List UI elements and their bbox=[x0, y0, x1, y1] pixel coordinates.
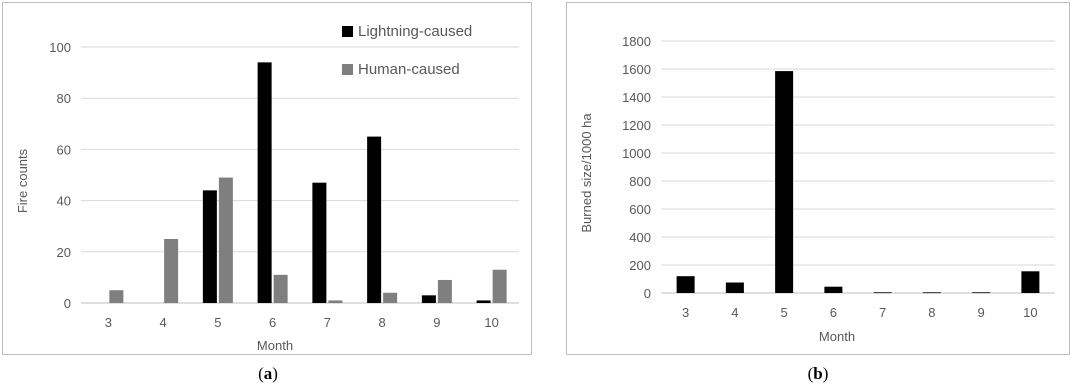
chart-a-x-axis-title: Month bbox=[257, 338, 293, 353]
chart-a-xtick-label: 7 bbox=[324, 315, 331, 330]
caption-a-letter: a bbox=[263, 364, 273, 383]
chart-b-bar-burned bbox=[775, 71, 794, 293]
chart-a-y-axis-title: Fire counts bbox=[15, 148, 30, 213]
chart-b-ytick-label: 1200 bbox=[622, 118, 651, 133]
caption-b: (b) bbox=[788, 364, 848, 384]
chart-a-bar-human bbox=[328, 300, 343, 303]
chart-b: 0 200 400 600 800 1000 1200 1400 1600 1800 3 4 5 6 7 8 9… bbox=[579, 34, 1055, 344]
chart-a-ytick-label: 80 bbox=[57, 91, 71, 106]
chart-a-ytick-label: 0 bbox=[64, 296, 71, 311]
chart-a-xtick-label: 3 bbox=[105, 315, 112, 330]
chart-a-bar-lightning bbox=[367, 136, 382, 303]
chart-b-x-axis-title: Month bbox=[819, 329, 855, 344]
chart-a-bar-lightning bbox=[257, 62, 272, 303]
chart-b-ytick-label: 400 bbox=[629, 230, 651, 245]
chart-b-panel: 0 200 400 600 800 1000 1200 1400 1600 1800 3 4 5 6 7 8 9… bbox=[566, 2, 1070, 355]
chart-a-bar-human bbox=[383, 292, 398, 303]
chart-a-bar-human bbox=[437, 279, 452, 303]
chart-a-legend-label-lightning: Lightning-caused bbox=[358, 23, 472, 40]
caption-a-close: ) bbox=[272, 364, 278, 383]
caption-a: (a) bbox=[238, 364, 298, 384]
chart-a-bar-lightning bbox=[421, 295, 436, 303]
chart-b-bar-burned bbox=[824, 286, 843, 293]
chart-b-bar-burned bbox=[972, 292, 991, 294]
caption-b-letter: b bbox=[813, 364, 823, 383]
chart-a-bar-lightning bbox=[476, 300, 491, 303]
chart-a-legend-label-human: Human-caused bbox=[358, 61, 460, 78]
chart-a: 0 20 40 60 80 100 3 4 5 6 7 8 9 10 Month Fire counts Lig… bbox=[15, 23, 519, 353]
chart-b-xtick-label: 9 bbox=[978, 305, 985, 320]
chart-b-bar-burned bbox=[922, 292, 941, 294]
chart-b-ytick-label: 600 bbox=[629, 202, 651, 217]
chart-a-xtick-label: 4 bbox=[160, 315, 167, 330]
caption-a-open: ( bbox=[258, 364, 264, 383]
chart-b-bar-burned bbox=[1021, 271, 1040, 293]
caption-b-close: ) bbox=[822, 364, 829, 383]
chart-a-xtick-label: 6 bbox=[269, 315, 276, 330]
chart-a-legend-swatch-lightning bbox=[342, 26, 353, 37]
chart-a-xtick-label: 5 bbox=[214, 315, 221, 330]
chart-a-xtick-label: 9 bbox=[433, 315, 440, 330]
chart-b-ytick-label: 200 bbox=[629, 258, 651, 273]
chart-b-bar-burned bbox=[676, 276, 695, 293]
chart-b-ytick-label: 800 bbox=[629, 174, 651, 189]
chart-a-bar-human bbox=[273, 274, 288, 303]
chart-b-bar-burned bbox=[725, 282, 744, 293]
chart-b-xtick-label: 7 bbox=[879, 305, 886, 320]
chart-b-xtick-label: 6 bbox=[830, 305, 837, 320]
chart-b-xtick-label: 3 bbox=[682, 305, 689, 320]
chart-a-ytick-label: 20 bbox=[57, 245, 71, 260]
chart-a-xtick-label: 8 bbox=[379, 315, 386, 330]
chart-b-xtick-label: 8 bbox=[928, 305, 935, 320]
chart-b-ytick-label: 1400 bbox=[622, 90, 651, 105]
chart-b-ytick-label: 1800 bbox=[622, 34, 651, 49]
chart-a-bar-lightning bbox=[312, 182, 327, 303]
chart-a-bar-human bbox=[109, 290, 124, 303]
chart-a-xtick-label: 10 bbox=[484, 315, 498, 330]
chart-a-bar-human bbox=[164, 239, 179, 303]
chart-b-ytick-label: 1600 bbox=[622, 62, 651, 77]
chart-b-bar-burned bbox=[873, 292, 892, 294]
chart-b-xtick-label: 10 bbox=[1023, 305, 1037, 320]
chart-b-xtick-label: 5 bbox=[781, 305, 788, 320]
chart-a-legend-swatch-human bbox=[342, 64, 353, 75]
chart-a-bar-human bbox=[218, 177, 233, 303]
chart-b-ytick-label: 0 bbox=[644, 286, 651, 301]
chart-a-panel: 0 20 40 60 80 100 3 4 5 6 7 8 9 10 Month Fire counts Lig… bbox=[2, 2, 532, 355]
caption-b-open: ( bbox=[807, 364, 814, 383]
chart-b-xtick-label: 4 bbox=[731, 305, 738, 320]
chart-a-ytick-label: 60 bbox=[57, 142, 71, 157]
chart-a-bar-human bbox=[492, 269, 507, 303]
chart-a-ytick-label: 100 bbox=[49, 40, 71, 55]
chart-a-bar-lightning bbox=[202, 190, 217, 303]
chart-b-ytick-label: 1000 bbox=[622, 146, 651, 161]
chart-b-y-axis-title: Burned size/1000 ha bbox=[579, 113, 594, 233]
chart-a-ytick-label: 40 bbox=[57, 194, 71, 209]
